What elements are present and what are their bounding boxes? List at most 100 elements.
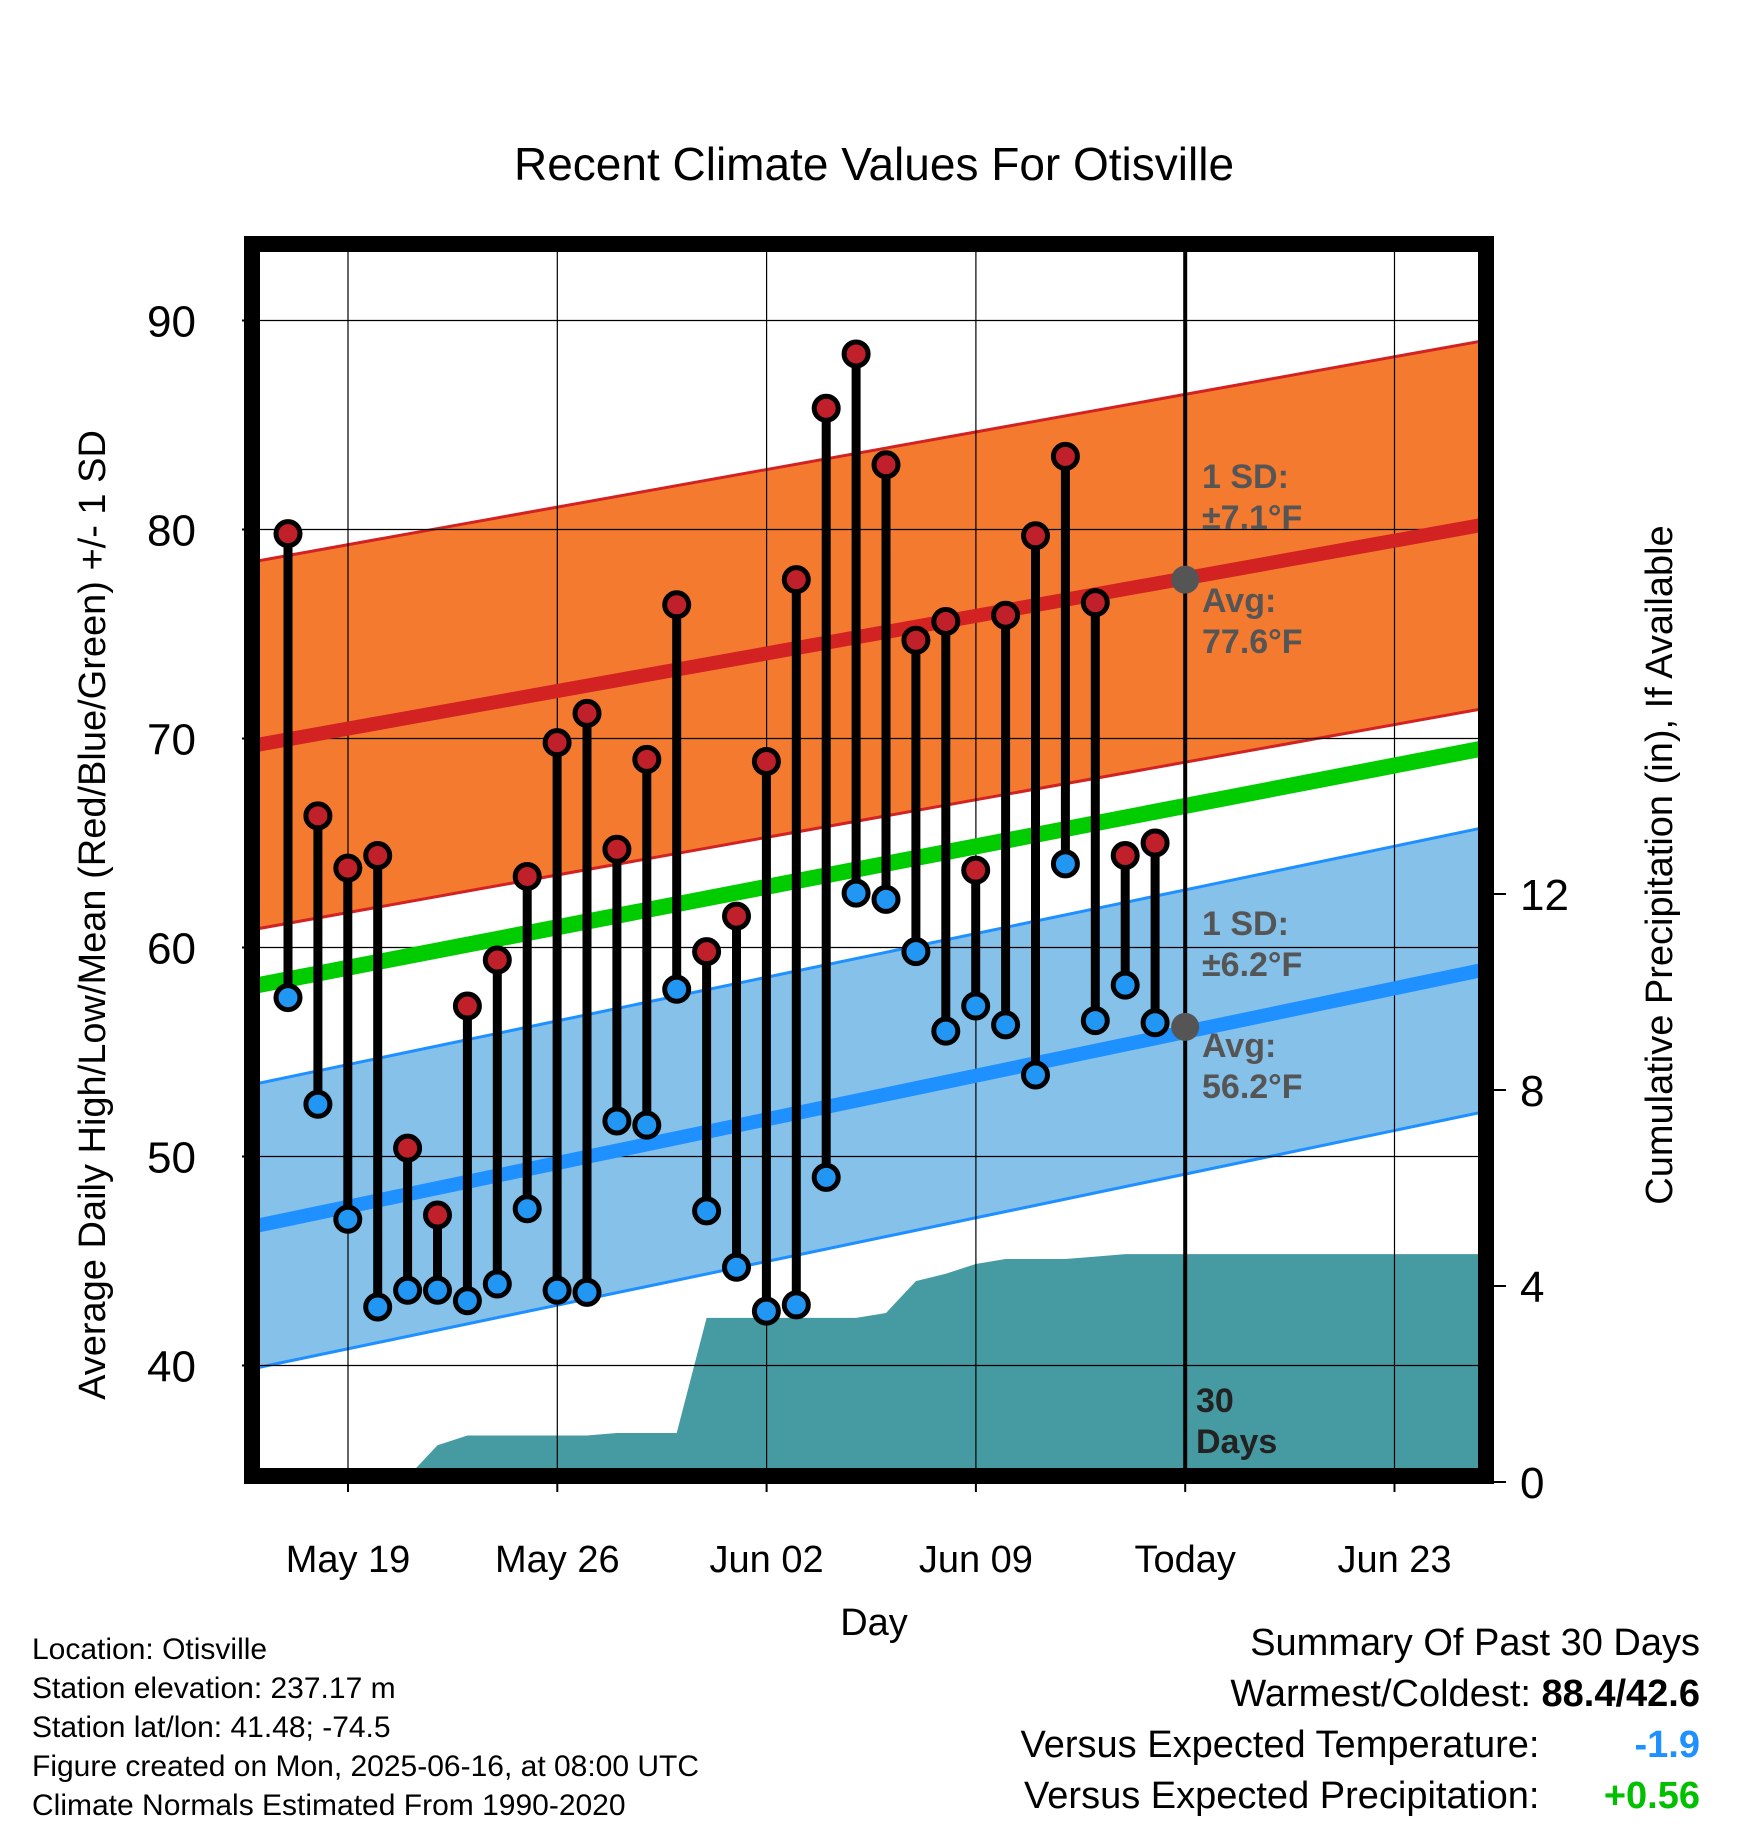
x-axis-label: Day [840,1602,908,1644]
daily-high-point [781,565,811,595]
y-tick-label: 50 [147,1134,196,1183]
daily-low-point [811,1162,841,1192]
y-tick-label: 70 [147,716,196,765]
daily-low-point [602,1106,632,1136]
daily-high-point [1080,588,1110,618]
daily-low-point [333,1204,363,1234]
daily-high-point [602,834,632,864]
daily-high-point [991,600,1021,630]
daily-low-point [572,1277,602,1307]
y-tick-label: 60 [147,925,196,974]
location-text: Location: Otisville [32,1633,268,1666]
plot-inner [258,250,1480,1470]
daily-low-point [1110,970,1140,1000]
today-low-avg-dot [1171,1012,1200,1041]
daily-low-point [363,1292,393,1322]
low-sd-label-line1: 1 SD: [1202,905,1289,943]
y2-tick-label: 8 [1520,1067,1544,1116]
daily-high-point [303,801,333,831]
today-high-avg-dot [1171,565,1200,594]
daily-high-point [1021,521,1050,551]
daily-low-point [871,884,901,914]
daily-high-point [662,590,692,620]
daily-low-point [1080,1006,1110,1036]
warm-value: 88.4/42.6 [1541,1673,1700,1715]
y2-axis-label: Cumulative Precipitation (in), If Availa… [1639,525,1681,1204]
days-unit-label: Days [1196,1423,1277,1461]
daily-low-point [632,1110,662,1140]
normal-mean-line [258,741,1480,993]
daily-high-point [452,991,482,1021]
y-tick-label: 90 [147,298,196,347]
daily-low-point [901,937,931,967]
daily-low-point [662,974,692,1004]
summary-warm-row: Warmest/Coldest: 88.4/42.6 [1021,1669,1700,1720]
high-avg-label-line1: Avg: [1202,582,1276,620]
daily-low-point [1140,1008,1170,1038]
daily-high-point [841,339,871,369]
daily-high-point [1140,828,1170,858]
daily-low-point [273,983,303,1013]
high-sd-label-line2: ±7.1°F [1202,499,1302,537]
summary-precip-row: Versus Expected Precipitation: +0.56 [1021,1771,1700,1822]
high-avg-label-line2: 77.6°F [1202,623,1303,661]
normal-high-line [258,518,1480,752]
temp-label: Versus Expected Temperature: [1020,1724,1540,1766]
high-sd-label-line1: 1 SD: [1202,458,1289,496]
y-axis-label: Average Daily High/Low/Mean (Red/Blue/Gr… [72,430,114,1400]
daily-high-point [632,744,662,774]
x-tick-label: Jun 09 [919,1539,1033,1581]
daily-high-point [512,861,542,891]
daily-high-point [423,1200,452,1230]
daily-low-point [692,1196,722,1226]
daily-high-point [572,698,602,728]
y-tick-label: 40 [147,1343,196,1392]
x-tick-label: Jun 02 [710,1539,824,1581]
daily-low-point [482,1269,512,1299]
daily-high-point [871,450,901,480]
daily-low-point [931,1016,961,1046]
daily-low-point [841,878,871,908]
daily-high-point [363,841,393,871]
x-tick-label: May 26 [495,1539,620,1581]
plot-frame [244,236,1494,1484]
daily-low-point [722,1252,751,1282]
low-avg-label-line2: 56.2°F [1202,1068,1303,1106]
daily-low-point [1050,849,1080,879]
summary-title: Summary Of Past 30 Days [1250,1622,1700,1664]
daily-high-point [961,855,991,885]
warm-label: Warmest/Coldest: [1230,1673,1531,1715]
low-sd-label-line2: ±6.2°F [1202,946,1302,984]
station-info: Location: Otisville Station elevation: 2… [32,1630,699,1825]
daily-low-point [452,1286,482,1316]
daily-high-point [692,937,722,967]
daily-high-point [333,853,363,883]
daily-low-point [751,1296,781,1326]
daily-high-point [393,1133,423,1163]
daily-low-point [423,1275,452,1305]
precip-label: Versus Expected Precipitation: [1024,1775,1540,1817]
latlon-text: Station lat/lon: 41.48; -74.5 [32,1711,391,1744]
y2-tick-label: 0 [1520,1459,1544,1508]
daily-low-point [961,991,991,1021]
daily-high-point [482,945,512,975]
precip-value: +0.56 [1603,1775,1700,1817]
daily-low-point [512,1194,542,1224]
days-count-label: 30 [1196,1382,1234,1420]
daily-high-point [811,393,841,423]
normals-text: Climate Normals Estimated From 1990-2020 [32,1789,626,1822]
summary-panel: Summary Of Past 30 Days Warmest/Coldest:… [1021,1618,1700,1822]
x-tick-label: Today [1134,1539,1235,1581]
daily-low-point [303,1089,333,1119]
daily-low-point [393,1275,423,1305]
daily-low-point [991,1010,1021,1040]
daily-high-point [1110,841,1140,871]
temp-value: -1.9 [1634,1724,1700,1766]
daily-low-point [781,1290,811,1320]
daily-low-point [542,1275,572,1305]
y-tick-label: 80 [147,507,196,556]
low-avg-label-line1: Avg: [1202,1027,1276,1065]
daily-high-point [751,746,781,776]
